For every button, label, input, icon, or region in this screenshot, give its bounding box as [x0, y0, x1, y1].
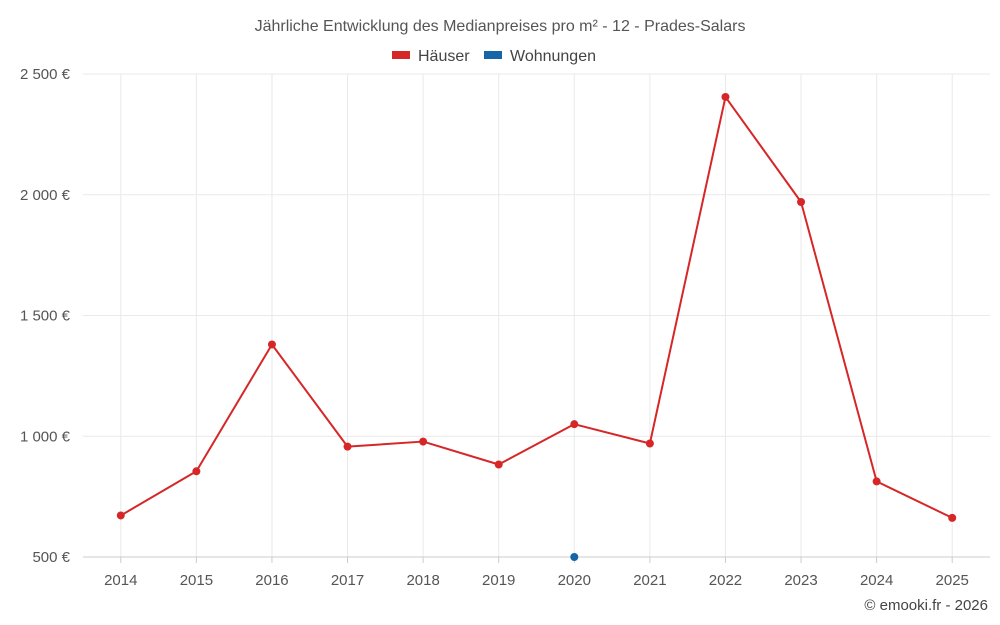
x-tick-label: 2015 — [180, 572, 213, 589]
data-point-haeuser[interactable] — [494, 460, 503, 469]
series-layer — [116, 92, 957, 561]
x-tick-label: 2025 — [936, 572, 969, 589]
data-point-haeuser[interactable] — [721, 92, 730, 101]
legend-item-haeuser[interactable]: Häuser — [392, 48, 470, 65]
series-wohnungen — [570, 553, 579, 561]
data-point-haeuser[interactable] — [343, 442, 352, 451]
data-point-haeuser[interactable] — [872, 477, 881, 486]
y-tick-label: 1 000 € — [20, 428, 71, 445]
y-tick-label: 1 500 € — [20, 308, 71, 325]
series-haeuser — [116, 92, 957, 522]
data-point-haeuser[interactable] — [570, 420, 579, 429]
data-point-wohnungen[interactable] — [570, 553, 579, 561]
y-tick-label: 2 500 € — [20, 66, 71, 83]
x-tick-label: 2019 — [482, 572, 515, 589]
y-axis: 500 € 1 000 € 1 500 € 2 000 € 2 500 € — [20, 66, 71, 566]
x-tick-label: 2014 — [104, 572, 137, 589]
legend-label-wohnungen: Wohnungen — [510, 48, 596, 65]
x-tick-label: 2016 — [255, 572, 288, 589]
x-tick-label: 2024 — [860, 572, 893, 589]
legend-item-wohnungen[interactable]: Wohnungen — [484, 48, 596, 65]
grid — [83, 73, 990, 558]
x-axis: 2014 2015 2016 2017 2018 2019 2020 2021 2022 2023… — [83, 556, 990, 589]
data-point-haeuser[interactable] — [797, 197, 806, 206]
data-point-haeuser[interactable] — [116, 511, 125, 520]
data-point-haeuser[interactable] — [645, 439, 654, 448]
x-tick-label: 2017 — [331, 572, 364, 589]
legend-label-haeuser: Häuser — [418, 48, 470, 65]
y-tick-label: 500 € — [32, 549, 70, 566]
x-tick-label: 2020 — [558, 572, 591, 589]
x-tick-label: 2018 — [406, 572, 439, 589]
x-tick-label: 2021 — [633, 572, 666, 589]
chart-title: Jährliche Entwicklung des Medianpreises … — [255, 18, 746, 35]
data-point-haeuser[interactable] — [419, 437, 428, 446]
series-line-haeuser — [120, 95, 953, 519]
credit-label: © emooki.fr - 2026 — [864, 597, 988, 614]
data-point-haeuser[interactable] — [267, 340, 276, 349]
legend: Häuser Wohnungen — [392, 48, 596, 65]
y-tick-label: 2 000 € — [20, 187, 71, 204]
legend-swatch-haeuser — [392, 51, 410, 59]
x-tick-label: 2022 — [709, 572, 742, 589]
data-point-haeuser[interactable] — [948, 513, 957, 522]
legend-swatch-wohnungen — [484, 51, 502, 59]
x-tick-label: 2023 — [784, 572, 817, 589]
data-point-haeuser[interactable] — [192, 467, 201, 476]
